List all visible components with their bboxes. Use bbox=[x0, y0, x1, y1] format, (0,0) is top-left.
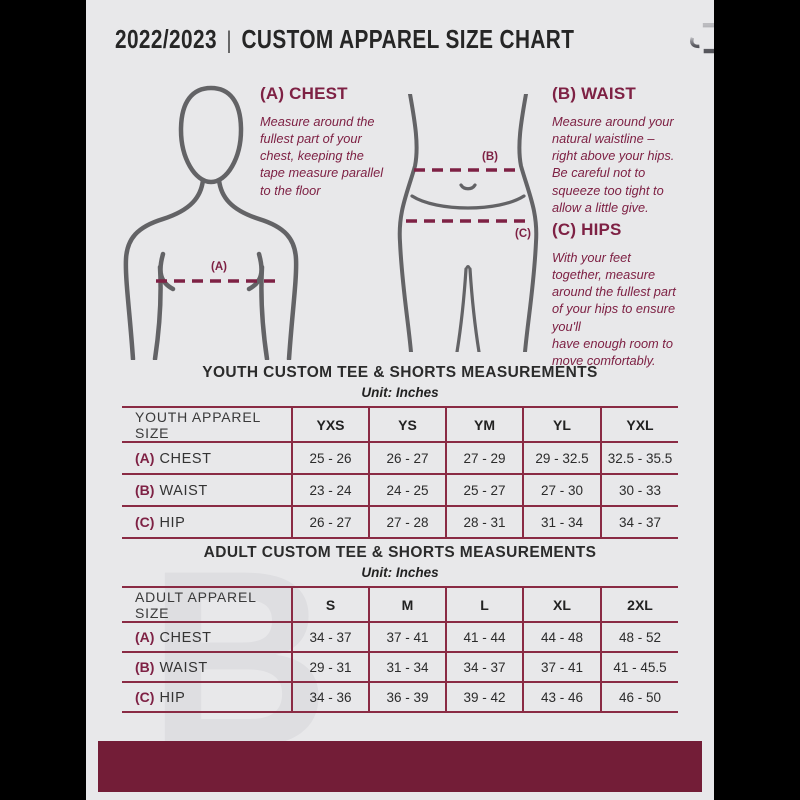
row-marker: (A) bbox=[135, 628, 155, 645]
hips-guide-text: With your feet together, measure around … bbox=[552, 250, 676, 368]
table-cell: 26 - 27 bbox=[368, 442, 446, 475]
row-label: CHEST bbox=[159, 450, 212, 467]
table-cell: 46 - 50 bbox=[600, 682, 678, 713]
table-cell: 23 - 24 bbox=[291, 474, 369, 507]
row-marker: (A) bbox=[135, 449, 155, 466]
youth-size-table: YOUTH APPAREL SIZE YXS YS YM YL YXL (A) C… bbox=[122, 406, 678, 539]
table-cell: 43 - 46 bbox=[522, 682, 601, 713]
torso-figure-icon bbox=[112, 82, 310, 360]
waist-guide-text: Measure around your natural waistline – … bbox=[552, 114, 675, 215]
table-cell: XL bbox=[522, 587, 601, 623]
page-title: 2022/2023 | CUSTOM APPAREL SIZE CHART bbox=[115, 24, 574, 55]
youth-unit-label: Unit: Inches bbox=[361, 385, 439, 400]
table-cell: YXL bbox=[600, 407, 678, 443]
table-cell: 28 - 31 bbox=[445, 506, 523, 539]
document-header: 2022/2023 | CUSTOM APPAREL SIZE CHART bbox=[86, 16, 714, 62]
waist-marker-label: (B) bbox=[482, 151, 498, 163]
table-cell: (A) CHEST bbox=[122, 442, 292, 475]
table-cell: 29 - 31 bbox=[291, 652, 369, 683]
chest-marker-label: (A) bbox=[211, 261, 227, 273]
row-marker: (C) bbox=[135, 688, 155, 705]
table-cell: 39 - 42 bbox=[445, 682, 523, 713]
table-cell: 34 - 37 bbox=[291, 622, 369, 653]
table-cell: 37 - 41 bbox=[522, 652, 601, 683]
table-cell: S bbox=[291, 587, 369, 623]
row-label: WAIST bbox=[159, 482, 208, 499]
breakaway-b-logo-icon bbox=[689, 21, 714, 57]
table-cell: ADULT APPAREL SIZE bbox=[122, 587, 292, 623]
waist-guide: (B) WAIST Measure around your natural wa… bbox=[552, 84, 710, 216]
chest-guide-heading: (A) CHEST bbox=[260, 84, 348, 103]
table-cell: 31 - 34 bbox=[522, 506, 601, 539]
table-cell: M bbox=[368, 587, 446, 623]
table-cell: 41 - 44 bbox=[445, 622, 523, 653]
table-row: (A) CHEST 25 - 26 26 - 27 27 - 29 29 - 32… bbox=[122, 442, 678, 475]
row-label: HIP bbox=[159, 514, 186, 531]
brand-lockup: BREAKAWAY bbox=[689, 21, 714, 57]
adult-section-title: ADULT CUSTOM TEE & SHORTS MEASUREMENTS bbox=[203, 544, 597, 561]
row-marker: (B) bbox=[135, 481, 155, 498]
lower-body-figure-icon bbox=[392, 94, 544, 352]
table-cell: 24 - 25 bbox=[368, 474, 446, 507]
youth-size-header: YOUTH APPAREL SIZE bbox=[135, 408, 261, 441]
table-cell: 25 - 26 bbox=[291, 442, 369, 475]
table-cell: (A) CHEST bbox=[122, 622, 292, 653]
table-cell: (C) HIP bbox=[122, 506, 292, 539]
adult-unit-label: Unit: Inches bbox=[361, 565, 439, 580]
table-cell: 29 - 32.5 bbox=[522, 442, 601, 475]
row-label: CHEST bbox=[159, 629, 212, 646]
row-marker: (B) bbox=[135, 658, 155, 675]
size-chart-page: B 2022/2023 | CUSTOM APPAREL SIZE CHART bbox=[86, 0, 714, 800]
hips-guide: (C) HIPS With your feet together, measur… bbox=[552, 220, 714, 369]
table-row: (B) WAIST 23 - 24 24 - 25 25 - 27 27 - 30… bbox=[122, 474, 678, 507]
title-text: CUSTOM APPAREL SIZE CHART bbox=[241, 23, 575, 54]
row-marker: (C) bbox=[135, 513, 155, 530]
chest-guide-text: Measure around the fullest part of your … bbox=[260, 114, 384, 198]
table-cell: 31 - 34 bbox=[368, 652, 446, 683]
table-cell: 36 - 39 bbox=[368, 682, 446, 713]
footer-bar bbox=[98, 741, 702, 792]
table-cell: YXS bbox=[291, 407, 369, 443]
table-cell: YL bbox=[522, 407, 601, 443]
table-cell: 34 - 37 bbox=[445, 652, 523, 683]
table-cell: 2XL bbox=[600, 587, 678, 623]
table-cell: YM bbox=[445, 407, 523, 443]
table-cell: (C) HIP bbox=[122, 682, 292, 713]
hips-guide-heading: (C) HIPS bbox=[552, 220, 622, 239]
table-cell: YOUTH APPAREL SIZE bbox=[122, 407, 292, 443]
adult-size-header: ADULT APPAREL SIZE bbox=[135, 588, 257, 621]
table-cell: (B) WAIST bbox=[122, 474, 292, 507]
table-cell: 34 - 36 bbox=[291, 682, 369, 713]
youth-section-title: YOUTH CUSTOM TEE & SHORTS MEASUREMENTS bbox=[202, 364, 598, 381]
table-cell: 32.5 - 35.5 bbox=[600, 442, 678, 475]
waist-guide-heading: (B) WAIST bbox=[552, 84, 636, 103]
table-cell: 27 - 29 bbox=[445, 442, 523, 475]
table-row: (C) HIP 26 - 27 27 - 28 28 - 31 31 - 34 3… bbox=[122, 506, 678, 539]
table-cell: 34 - 37 bbox=[600, 506, 678, 539]
table-header-row: ADULT APPAREL SIZE S M L XL 2XL bbox=[122, 587, 678, 623]
table-cell: L bbox=[445, 587, 523, 623]
title-separator: | bbox=[226, 26, 232, 54]
table-row: (A) CHEST 34 - 37 37 - 41 41 - 44 44 - 48… bbox=[122, 622, 678, 653]
table-header-row: YOUTH APPAREL SIZE YXS YS YM YL YXL bbox=[122, 407, 678, 443]
row-label: HIP bbox=[159, 689, 186, 706]
table-row: (B) WAIST 29 - 31 31 - 34 34 - 37 37 - 41… bbox=[122, 652, 678, 683]
table-cell: 44 - 48 bbox=[522, 622, 601, 653]
table-cell: (B) WAIST bbox=[122, 652, 292, 683]
chest-guide: (A) CHEST Measure around the fullest par… bbox=[260, 84, 414, 199]
table-cell: 30 - 33 bbox=[600, 474, 678, 507]
table-cell: YS bbox=[368, 407, 446, 443]
table-cell: 25 - 27 bbox=[445, 474, 523, 507]
table-cell: 27 - 28 bbox=[368, 506, 446, 539]
table-cell: 48 - 52 bbox=[600, 622, 678, 653]
adult-size-table: ADULT APPAREL SIZE S M L XL 2XL (A) CHEST… bbox=[122, 586, 678, 713]
table-cell: 41 - 45.5 bbox=[600, 652, 678, 683]
table-row: (C) HIP 34 - 36 36 - 39 39 - 42 43 - 46 4… bbox=[122, 682, 678, 713]
hips-marker-label: (C) bbox=[515, 228, 531, 240]
table-cell: 27 - 30 bbox=[522, 474, 601, 507]
title-year: 2022/2023 bbox=[115, 23, 217, 54]
row-label: WAIST bbox=[159, 659, 208, 676]
table-cell: 26 - 27 bbox=[291, 506, 369, 539]
table-cell: 37 - 41 bbox=[368, 622, 446, 653]
